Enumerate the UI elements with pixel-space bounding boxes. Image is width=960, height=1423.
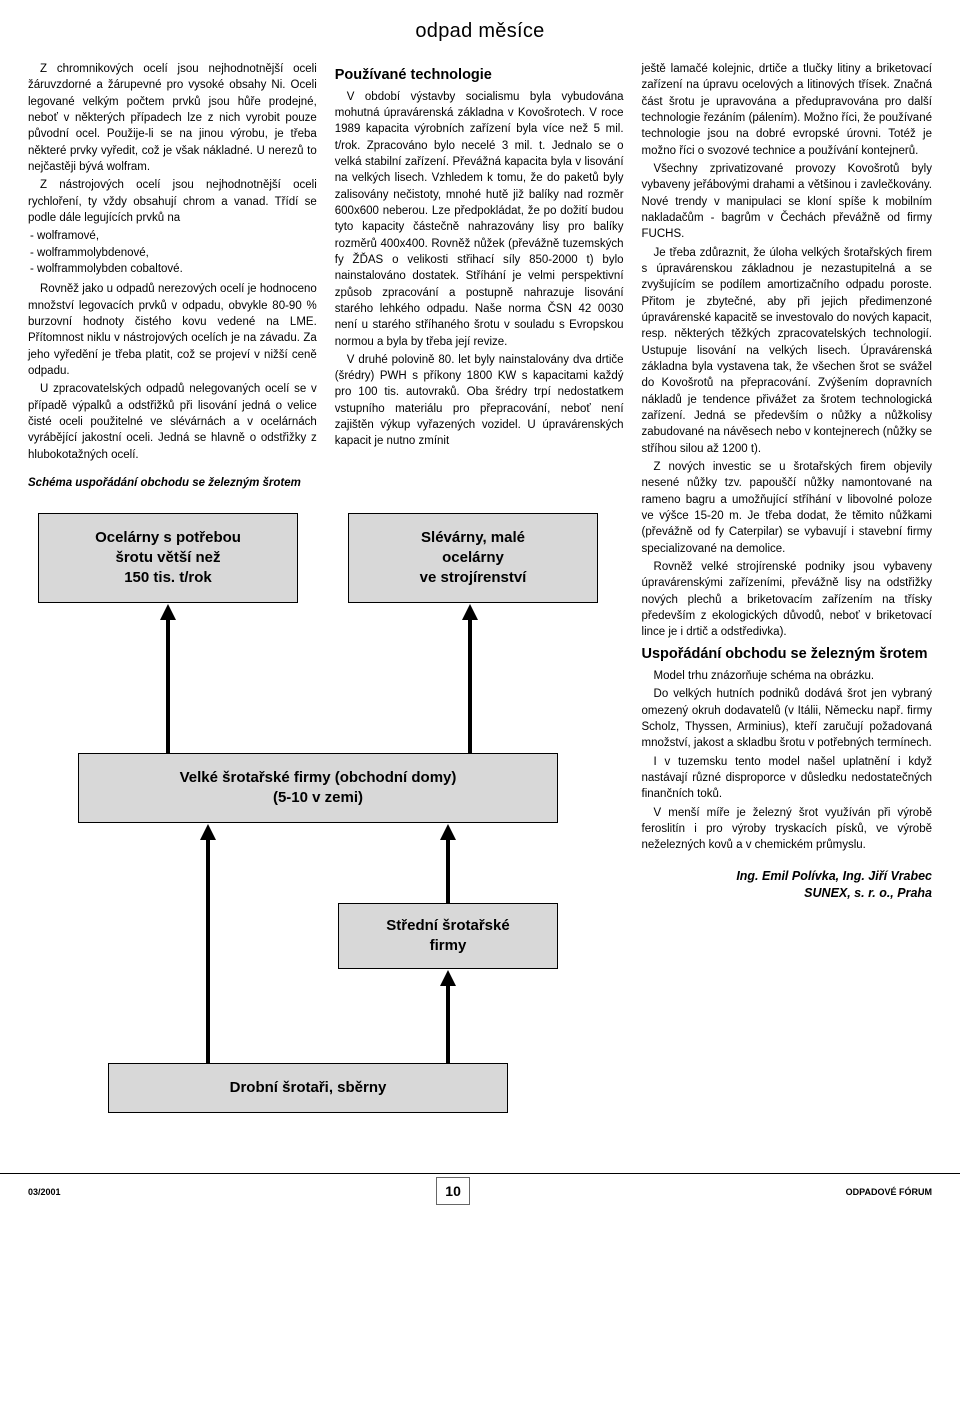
c1-p1: Z chromnikových ocelí jsou nejhodnotnějš… xyxy=(28,61,317,175)
arrow-drobni-to-velke xyxy=(206,839,210,1063)
box-ocelarny: Ocelárny s potřebou šrotu větší než 150 … xyxy=(38,513,298,603)
arrowhead-drobni-to-velke xyxy=(200,824,216,840)
c3-p7: Do velkých hutních podniků dodává šrot j… xyxy=(642,686,932,751)
c3-p2: Všechny zprivatizované provozy Kovošrotů… xyxy=(642,161,932,243)
page-header: odpad měsíce xyxy=(28,20,932,43)
footer-magazine: ODPADOVÉ FÓRUM xyxy=(846,1187,932,1197)
box-slevarny-label: Slévárny, malé ocelárny ve strojírenství xyxy=(420,528,527,589)
flow-diagram: Ocelárny s potřebou šrotu větší než 150 … xyxy=(28,503,608,1133)
box-velke-firmy: Velké šrotařské firmy (obchodní domy) (5… xyxy=(78,753,558,823)
c3-p9: V menší míře je železný šrot využíván př… xyxy=(642,805,932,854)
arrow-lg-to-ocelarny xyxy=(166,619,170,753)
c3-heading: Uspořádání obchodu se železným šrotem xyxy=(642,644,932,665)
c1-p2: Z nástrojových ocelí jsou nejhodnotnější… xyxy=(28,177,317,226)
c3-p3: Je třeba zdůraznit, že úloha velkých šro… xyxy=(642,245,932,457)
c3-p4: Z nových investic se u šrotařských firem… xyxy=(642,459,932,557)
c1-li3: - wolframmolybden cobaltové. xyxy=(28,261,317,277)
c2-heading: Používané technologie xyxy=(335,65,624,86)
box-slevarny: Slévárny, malé ocelárny ve strojírenství xyxy=(348,513,598,603)
c3-p8: I v tuzemsku tento model našel uplatnění… xyxy=(642,754,932,803)
c3-p1: ještě lamačé kolejnic, drtiče a tlučky l… xyxy=(642,61,932,159)
box-drobni: Drobní šrotaři, sběrny xyxy=(108,1063,508,1113)
footer-issue: 03/2001 xyxy=(28,1187,61,1197)
diagram-caption: Schéma uspořádání obchodu se železným šr… xyxy=(28,477,624,489)
box-ocelarny-label: Ocelárny s potřebou šrotu větší než 150 … xyxy=(95,528,241,589)
arrow-stredni-to-velke xyxy=(446,839,450,903)
box-stredni-firmy: Střední šrotařské firmy xyxy=(338,903,558,969)
c1-li2: - wolframmolybdenové, xyxy=(28,245,317,261)
c3-p6: Model trhu znázorňuje schéma na obrázku. xyxy=(642,668,932,684)
box-drobni-label: Drobní šrotaři, sběrny xyxy=(230,1078,387,1098)
box-velke-firmy-label: Velké šrotařské firmy (obchodní domy) (5… xyxy=(180,768,457,809)
c3-p5: Rovněž velké strojírenské podniky jsou v… xyxy=(642,559,932,641)
arrow-drobni-to-stredni xyxy=(446,985,450,1063)
c2-p1: V období výstavby socialismu byla vybudo… xyxy=(335,89,624,350)
column-3: ještě lamačé kolejnic, drtiče a tlučky l… xyxy=(642,61,932,1133)
column-1: Z chromnikových ocelí jsou nejhodnotnějš… xyxy=(28,61,317,465)
arrowhead-drobni-to-stredni xyxy=(440,970,456,986)
c1-p3: Rovněž jako u odpadů nerezových ocelí je… xyxy=(28,281,317,379)
column-2: Používané technologie V období výstavby … xyxy=(335,61,624,465)
c2-p2: V druhé polovině 80. let byly nainstalov… xyxy=(335,352,624,450)
footer-page-number: 10 xyxy=(436,1177,470,1205)
author-line1: Ing. Emil Polívka, Ing. Jiří Vrabec xyxy=(642,868,932,885)
arrowhead-stredni-to-velke xyxy=(440,824,456,840)
box-stredni-firmy-label: Střední šrotařské firmy xyxy=(386,916,509,957)
page-footer: 03/2001 10 ODPADOVÉ FÓRUM xyxy=(0,1173,960,1216)
left-block: Z chromnikových ocelí jsou nejhodnotnějš… xyxy=(28,61,624,1133)
arrowhead-lg-to-slevarny xyxy=(462,604,478,620)
authors: Ing. Emil Polívka, Ing. Jiří Vrabec SUNE… xyxy=(642,868,932,902)
c1-p4: U zpracovatelských odpadů nelegovaných o… xyxy=(28,381,317,463)
main-columns: Z chromnikových ocelí jsou nejhodnotnějš… xyxy=(28,61,932,1133)
arrowhead-lg-to-ocelarny xyxy=(160,604,176,620)
author-line2: SUNEX, s. r. o., Praha xyxy=(642,885,932,902)
c1-list: - wolframové, - wolframmolybdenové, - wo… xyxy=(28,228,317,277)
arrow-lg-to-slevarny xyxy=(468,619,472,753)
c1-li1: - wolframové, xyxy=(28,228,317,244)
